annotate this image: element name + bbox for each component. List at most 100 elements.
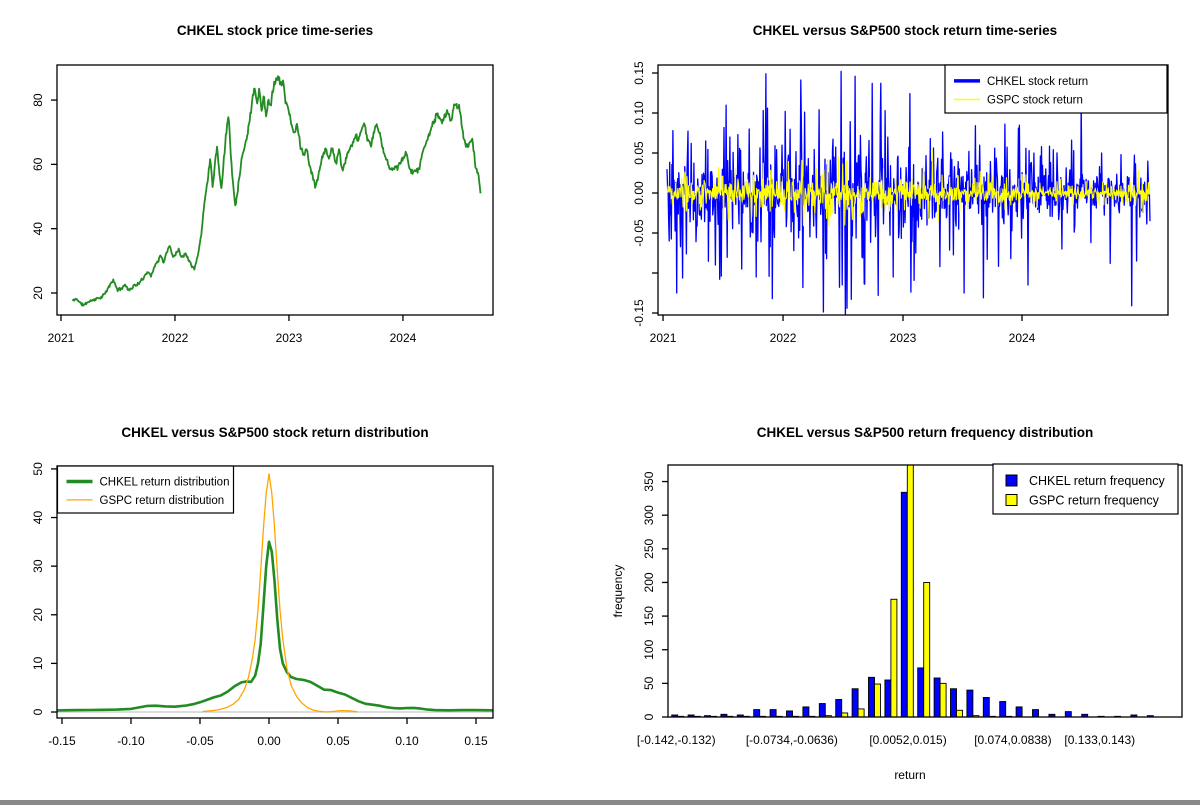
price-series-y-tick-label: 40 <box>31 222 45 236</box>
return-frequency-y-tick-label: 300 <box>642 505 656 525</box>
return-series-y-tick-label: 0.05 <box>632 141 646 165</box>
return-frequency-bar-0-13 <box>884 679 892 717</box>
return-frequency-bar-0-24 <box>1064 711 1072 717</box>
return-frequency-bar-1-12 <box>874 683 881 717</box>
return-frequency-bar-1-15 <box>923 582 931 717</box>
return-frequency-bar-1-16 <box>939 682 947 717</box>
return-series-plot-border <box>657 64 1169 316</box>
return-frequency-bar-1-17 <box>956 709 963 717</box>
return-frequency-bar-0-19 <box>982 697 990 717</box>
return-distribution-legend: CHKEL return distribution GSPC return dis… <box>56 465 235 514</box>
return-frequency-bar-1-14 <box>906 465 914 717</box>
return-series-y-tick-label: 0.00 <box>632 181 646 205</box>
return-frequency-y-tick-label: 0 <box>642 713 656 720</box>
return-frequency-bar-0-10 <box>835 699 843 717</box>
return-frequency-x-bin-label: [0.133,0.143) <box>1064 733 1135 747</box>
return-distribution-plot-border <box>56 465 494 719</box>
return-distribution-x-tick-label: 0.10 <box>395 734 419 748</box>
price-series-series-0 <box>71 75 482 307</box>
return-series-legend-box <box>944 64 1168 114</box>
return-frequency-legend-label: CHKEL return frequency <box>1029 474 1165 488</box>
return-series-x-tick-label: 2021 <box>650 331 677 345</box>
price-series-y-tick-label: 20 <box>31 286 45 300</box>
return-distribution-series-1 <box>202 473 358 713</box>
return-distribution-plot: CHKEL versus S&P500 stock return distrib… <box>31 425 494 748</box>
return-series-y-tick-label: -0.15 <box>632 299 646 327</box>
return-frequency-legend-square-sample <box>1005 474 1018 487</box>
return-frequency-bar-0-22 <box>1032 709 1039 717</box>
return-series-x-tick-label: 2024 <box>1009 331 1036 345</box>
return-frequency-bar-0-12 <box>868 676 875 717</box>
return-series-legend-label: CHKEL stock return <box>987 76 1088 88</box>
price-series-x-tick-label: 2021 <box>48 331 75 345</box>
return-series-x-tick-label: 2022 <box>770 331 797 345</box>
return-distribution-y-tick-label: 40 <box>31 511 45 525</box>
return-frequency-x-axis-title: return <box>894 768 925 782</box>
price-series-x-tick-label: 2024 <box>390 331 417 345</box>
return-series-y-tick-label: 0.10 <box>632 101 646 125</box>
return-frequency-x-bin-label: [-0.142,-0.132) <box>637 733 716 747</box>
return-frequency-bar-0-15 <box>917 667 925 717</box>
return-frequency-bar-1-13 <box>890 598 898 717</box>
return-frequency-bar-0-28 <box>1130 714 1138 717</box>
price-series-x-tick-label: 2023 <box>276 331 303 345</box>
return-distribution-legend-label: GSPC return distribution <box>100 495 225 507</box>
return-frequency-bar-0-11 <box>851 688 859 717</box>
return-series-series-1 <box>666 149 1151 227</box>
return-frequency-y-tick-label: 200 <box>642 572 656 592</box>
return-distribution-title: CHKEL versus S&P500 stock return distrib… <box>121 425 428 440</box>
return-distribution-x-tick-label: -0.15 <box>48 734 76 748</box>
return-frequency-x-bin-label: [-0.0734,-0.0636) <box>746 733 838 747</box>
return-frequency-bar-0-25 <box>1081 713 1089 717</box>
return-frequency-bar-0-23 <box>1048 713 1056 717</box>
return-frequency-y-axis-title: frequency <box>611 565 625 618</box>
return-frequency-bar-0-16 <box>933 677 941 717</box>
return-frequency-bar-0-9 <box>818 703 826 717</box>
return-frequency-plot-border <box>667 464 1183 718</box>
return-distribution-series-0 <box>57 540 493 712</box>
return-frequency-legend-square-sample <box>1005 494 1018 506</box>
return-distribution-legend-box <box>56 465 235 514</box>
return-series-x-tick-label: 2023 <box>890 331 917 345</box>
return-frequency-x-bin-label: [0.074,0.0838) <box>974 733 1051 747</box>
return-frequency-bar-0-7 <box>786 710 793 717</box>
return-series-y-tick-label: -0.05 <box>632 219 646 247</box>
return-distribution-x-tick-label: -0.10 <box>117 734 145 748</box>
return-frequency-bar-0-18 <box>966 689 974 717</box>
return-distribution-legend-label: CHKEL return distribution <box>100 477 230 489</box>
return-distribution-y-tick-label: 0 <box>31 708 45 715</box>
return-frequency-y-tick-label: 350 <box>642 471 656 491</box>
return-frequency-bar-0-6 <box>769 709 777 717</box>
return-frequency-legend-box <box>992 463 1179 515</box>
price-series-y-tick-label: 60 <box>31 157 45 171</box>
return-series-title: CHKEL versus S&P500 stock return time-se… <box>753 23 1057 38</box>
return-frequency-plot: CHKEL versus S&P500 return frequency dis… <box>611 425 1183 782</box>
return-distribution-y-tick-label: 20 <box>31 608 45 622</box>
return-frequency-y-tick-label: 100 <box>642 639 656 659</box>
return-series-legend: CHKEL stock return GSPC stock return <box>944 64 1168 114</box>
return-distribution-x-tick-label: -0.05 <box>186 734 214 748</box>
return-series-legend-label: GSPC stock return <box>987 95 1083 107</box>
return-frequency-y-tick-label: 250 <box>642 538 656 558</box>
return-frequency-legend: CHKEL return frequency GSPC return freque… <box>992 463 1179 515</box>
return-frequency-bar-0-14 <box>900 491 908 717</box>
return-frequency-y-tick-label: 50 <box>642 676 656 690</box>
price-series-plot-border <box>56 64 494 316</box>
return-frequency-legend-label: GSPC return frequency <box>1029 494 1160 508</box>
return-frequency-bar-0-17 <box>950 688 957 717</box>
return-frequency-bar-0-20 <box>999 701 1007 717</box>
return-frequency-y-tick-label: 150 <box>642 606 656 626</box>
return-frequency-bar-0-8 <box>802 706 810 717</box>
return-frequency-bar-0-21 <box>1015 706 1023 717</box>
return-distribution-y-tick-label: 10 <box>31 656 45 670</box>
return-frequency-bar-0-5 <box>753 709 761 717</box>
price-series-title: CHKEL stock price time-series <box>177 23 373 38</box>
return-distribution-x-tick-label: 0.05 <box>326 734 350 748</box>
return-distribution-y-tick-label: 30 <box>31 559 45 573</box>
return-frequency-x-bin-label: [0.0052,0.015) <box>869 733 946 747</box>
return-frequency-bar-1-11 <box>857 708 865 717</box>
price-series-y-tick-label: 80 <box>31 93 45 107</box>
